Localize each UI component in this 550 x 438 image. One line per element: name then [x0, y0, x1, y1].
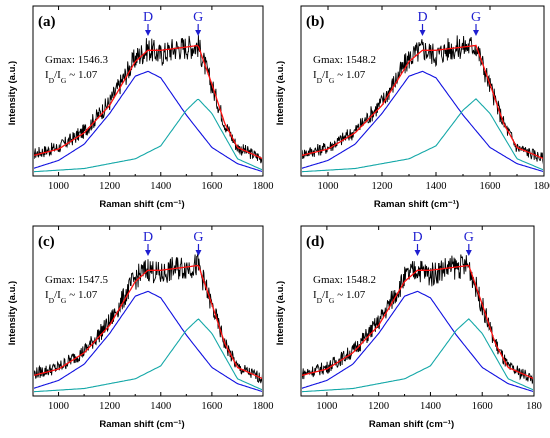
chart-panel-b: 1000 1200 1400 1600 1800 Raman shift (cm⁻¹) In… — [275, 6, 550, 210]
peak-label-d: D — [412, 230, 422, 245]
x-tick-label: 1600 — [201, 401, 222, 412]
x-axis-label: Raman shift (cm⁻¹) — [99, 419, 184, 430]
x-tick-label: 1200 — [368, 401, 389, 412]
peak-label-g: G — [471, 10, 481, 25]
peak-arrow-head — [145, 250, 151, 256]
peak-label-d: D — [143, 10, 153, 25]
peak-arrow-head — [195, 30, 201, 36]
panel-label: (b) — [306, 14, 324, 30]
peak-arrow-head — [473, 30, 479, 36]
gmax-annotation: Gmax: 1547.5 — [45, 274, 108, 286]
peak-arrow-head — [195, 250, 201, 256]
y-axis-label: Intensity (a.u.) — [275, 281, 286, 345]
peak-arrow-head — [420, 30, 426, 36]
g-band-fit-line — [301, 319, 534, 392]
peak-label-d: D — [417, 10, 427, 25]
intensity-ratio-annotation: ID/IG~ 1.07 — [313, 69, 366, 85]
x-axis-label: Raman shift (cm⁻¹) — [369, 419, 454, 430]
peak-label-g: G — [193, 10, 203, 25]
peak-label-g: G — [464, 230, 474, 245]
chart-panel-a: 1000 1200 1400 1600 1800 Raman shift (cm⁻¹) In… — [7, 6, 274, 210]
peak-arrow-head — [415, 250, 421, 256]
x-tick-label: 1200 — [99, 401, 120, 412]
panel-label: (d) — [306, 234, 324, 250]
x-axis-label: Raman shift (cm⁻¹) — [374, 199, 459, 210]
x-tick-label: 1400 — [150, 401, 171, 412]
gmax-annotation: Gmax: 1548.2 — [313, 274, 376, 286]
x-tick-label: 1600 — [480, 181, 501, 192]
x-tick-label: 1600 — [201, 181, 222, 192]
ratio-part-ratio-sub2: G — [329, 76, 335, 85]
d-band-fit-line — [301, 71, 544, 172]
panel-label: (a) — [38, 14, 56, 30]
x-tick-label: 1000 — [48, 401, 69, 412]
intensity-ratio-annotation: ID/IG~ 1.07 — [313, 289, 366, 305]
y-axis-label: Intensity (a.u.) — [7, 61, 18, 125]
gmax-annotation: Gmax: 1548.2 — [313, 54, 376, 66]
ratio-part-ratio-value: ~ 1.07 — [337, 289, 365, 301]
ratio-part-ratio-value: ~ 1.07 — [69, 289, 97, 301]
x-axis-label: Raman shift (cm⁻¹) — [99, 199, 184, 210]
ratio-part-ratio-sub2: G — [61, 296, 67, 305]
ratio-part-ratio-sub2: G — [329, 296, 335, 305]
intensity-ratio-annotation: ID/IG~ 1.07 — [45, 69, 98, 85]
panel-label: (c) — [38, 234, 55, 250]
y-axis-label: Intensity (a.u.) — [275, 61, 286, 125]
chart-panel-c: 1000 1200 1400 1600 1800 Raman shift (cm⁻¹) In… — [7, 226, 274, 430]
g-band-fit-line — [33, 319, 263, 392]
d-band-fit-line — [301, 291, 534, 392]
peak-label-g: G — [193, 230, 203, 245]
ratio-part-ratio-value: ~ 1.07 — [337, 69, 365, 81]
x-tick-label: 180 — [526, 401, 542, 412]
ratio-part-ratio-value: ~ 1.07 — [69, 69, 97, 81]
x-tick-label: 1600 — [472, 401, 493, 412]
x-tick-label: 1400 — [426, 181, 447, 192]
chart-panel-d: 1000 1200 1400 1600 180 Raman shift (cm⁻¹) Int… — [275, 226, 542, 430]
ratio-part-ratio-sub2: G — [61, 76, 67, 85]
x-tick-label: 1800 — [253, 181, 274, 192]
x-tick-label: 1000 — [316, 401, 337, 412]
x-tick-label: 1800 — [534, 181, 550, 192]
x-tick-label: 1400 — [150, 181, 171, 192]
x-tick-label: 1400 — [420, 401, 441, 412]
g-band-fit-line — [33, 99, 263, 171]
d-band-fit-line — [33, 291, 263, 392]
gmax-annotation: Gmax: 1546.3 — [45, 54, 108, 66]
peak-label-d: D — [143, 230, 153, 245]
peak-arrow-head — [145, 30, 151, 36]
x-tick-label: 1000 — [48, 181, 69, 192]
intensity-ratio-annotation: ID/IG~ 1.07 — [45, 289, 98, 305]
x-tick-label: 1200 — [372, 181, 393, 192]
y-axis-label: Intensity (a.u.) — [7, 281, 18, 345]
d-band-fit-line — [33, 71, 263, 172]
x-tick-label: 1800 — [253, 401, 274, 412]
x-tick-label: 1200 — [99, 181, 120, 192]
x-tick-label: 1000 — [318, 181, 339, 192]
